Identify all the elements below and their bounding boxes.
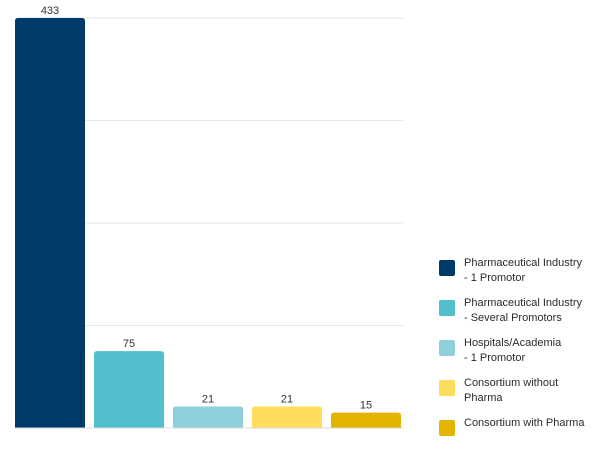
legend-label: Consortium without Pharma: [464, 377, 559, 404]
legend-label: Consortium with Pharma: [464, 417, 585, 429]
legend: Pharmaceutical Industry - 1 Promotor Pha…: [439, 256, 599, 446]
legend-item[interactable]: Pharmaceutical Industry - 1 Promotor: [439, 256, 599, 286]
legend-swatch: [439, 340, 455, 356]
legend-label: Hospitals/Academia - 1 Promotor: [464, 337, 562, 364]
legend-swatch: [439, 260, 455, 276]
data-label: 21: [281, 393, 293, 405]
legend-item[interactable]: Hospitals/Academia - 1 Promotor: [439, 336, 599, 366]
legend-swatch: [439, 420, 455, 436]
legend-swatch: [439, 300, 455, 316]
legend-swatch: [439, 380, 455, 396]
data-label: 433: [41, 5, 59, 17]
legend-item[interactable]: Consortium without Pharma: [439, 376, 599, 406]
bar[interactable]: [252, 406, 322, 428]
bar[interactable]: [15, 18, 85, 428]
data-label: 21: [202, 393, 214, 405]
data-label: 75: [123, 338, 135, 350]
bar[interactable]: [173, 406, 243, 428]
data-labels-group: 433 75 21 21 15: [41, 5, 372, 412]
bar[interactable]: [331, 412, 401, 428]
data-label: 15: [360, 400, 372, 412]
legend-label: Pharmaceutical Industry - Several Promot…: [464, 297, 582, 324]
legend-item[interactable]: Consortium with Pharma: [439, 416, 599, 436]
legend-label: Pharmaceutical Industry - 1 Promotor: [464, 257, 582, 284]
legend-item[interactable]: Pharmaceutical Industry - Several Promot…: [439, 296, 599, 326]
bars-group: [15, 18, 401, 428]
bar[interactable]: [94, 351, 164, 428]
